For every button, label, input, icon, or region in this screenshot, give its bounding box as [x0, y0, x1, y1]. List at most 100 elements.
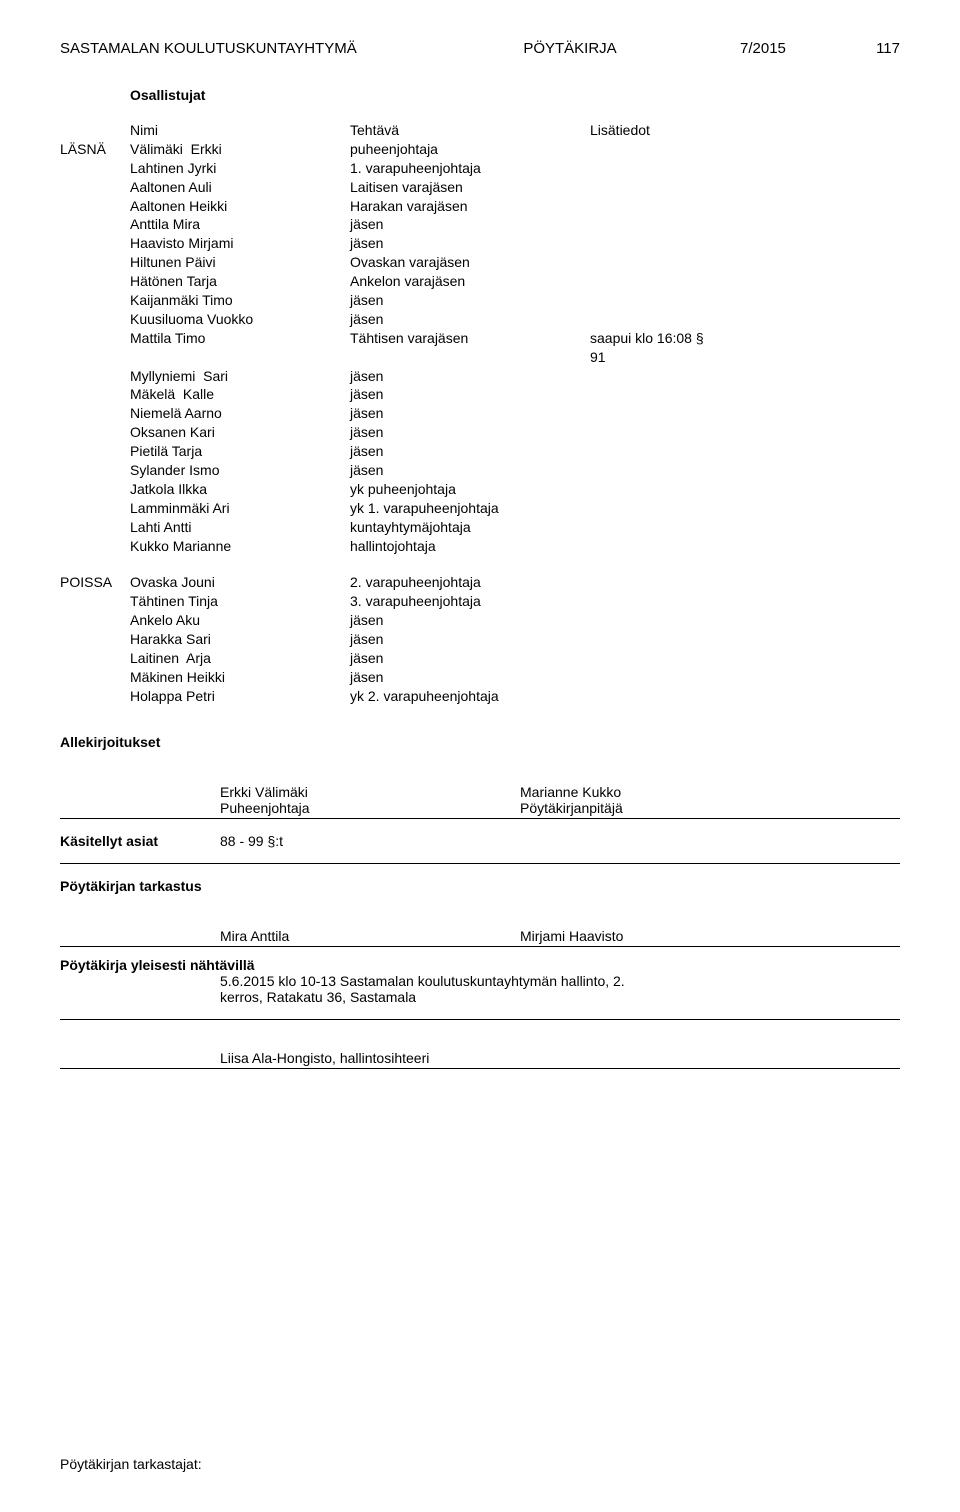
participant-role: jäsen	[350, 668, 590, 687]
participant-name: Holappa Petri	[130, 687, 350, 706]
participant-role: yk 1. varapuheenjohtaja	[350, 499, 590, 518]
participant-name: Jatkola Ilkka	[130, 480, 350, 499]
participant-name: Kaijanmäki Timo	[130, 291, 350, 310]
participant-extra	[590, 291, 900, 310]
sig-right-role: Pöytäkirjanpitäjä	[520, 800, 900, 816]
participants-title: Osallistujat	[60, 87, 900, 103]
participant-role: jäsen	[350, 385, 590, 404]
participant-extra: 91	[590, 348, 900, 367]
participant-extra	[590, 518, 900, 537]
participant-name: Lahtinen Jyrki	[130, 159, 350, 178]
participant-extra	[590, 310, 900, 329]
public-display-line2: kerros, Ratakatu 36, Sastamala	[220, 989, 900, 1005]
col-header-role: Tehtävä	[350, 121, 590, 140]
header-org: SASTAMALAN KOULUTUSKUNTAYHTYMÄ	[60, 40, 400, 57]
header-doc-number: 7/2015	[740, 40, 860, 57]
participant-name: Hiltunen Päivi	[130, 253, 350, 272]
participant-name: Kuusiluoma Vuokko	[130, 310, 350, 329]
header-page-number: 117	[860, 40, 900, 57]
participant-name: Laitinen Arja	[130, 649, 350, 668]
participant-name: Ovaska Jouni	[130, 573, 350, 592]
footer-note: Pöytäkirjan tarkastajat:	[60, 1456, 202, 1472]
participant-name: Sylander Ismo	[130, 461, 350, 480]
participant-name: Välimäki Erkki	[130, 140, 350, 159]
divider	[60, 818, 900, 819]
participant-extra	[590, 385, 900, 404]
participant-role: yk puheenjohtaja	[350, 480, 590, 499]
participant-role: Ankelon varajäsen	[350, 272, 590, 291]
participant-extra	[590, 423, 900, 442]
divider	[60, 863, 900, 864]
handled-label: Käsitellyt asiat	[60, 833, 158, 849]
inspection-left: Mira Anttila	[220, 928, 520, 944]
participant-role: Laitisen varajäsen	[350, 178, 590, 197]
participant-name: Haavisto Mirjami	[130, 234, 350, 253]
signatures-label: Allekirjoitukset	[60, 734, 900, 750]
handled-value: 88 - 99 §:t	[220, 833, 520, 849]
secretary-line: Liisa Ala-Hongisto, hallintosihteeri	[60, 1050, 900, 1066]
col-header-extra: Lisätiedot	[590, 121, 900, 140]
participant-extra	[590, 159, 900, 178]
participant-name: Lahti Antti	[130, 518, 350, 537]
public-display-line1: 5.6.2015 klo 10-13 Sastamalan koulutusku…	[220, 973, 900, 989]
participant-extra	[590, 140, 900, 159]
participant-extra	[590, 592, 900, 611]
absent-status-label: POISSA	[60, 573, 130, 592]
present-status-label: LÄSNÄ	[60, 140, 130, 159]
participant-role: jäsen	[350, 215, 590, 234]
participant-extra	[590, 461, 900, 480]
participant-role: Tähtisen varajäsen	[350, 329, 590, 348]
participant-extra	[590, 234, 900, 253]
participant-role: jäsen	[350, 611, 590, 630]
divider	[60, 946, 900, 947]
participant-extra	[590, 197, 900, 216]
document-header: SASTAMALAN KOULUTUSKUNTAYHTYMÄ PÖYTÄKIRJ…	[60, 40, 900, 57]
participant-name: Niemelä Aarno	[130, 404, 350, 423]
participant-name: Mattila Timo	[130, 329, 350, 348]
participant-role: hallintojohtaja	[350, 537, 590, 556]
participant-name: Lamminmäki Ari	[130, 499, 350, 518]
sig-right-name: Marianne Kukko	[520, 784, 900, 800]
participant-role: jäsen	[350, 461, 590, 480]
participant-extra	[590, 367, 900, 386]
participant-role: puheenjohtaja	[350, 140, 590, 159]
divider	[60, 1068, 900, 1069]
participant-role: 3. varapuheenjohtaja	[350, 592, 590, 611]
participant-extra	[590, 649, 900, 668]
participant-extra	[590, 573, 900, 592]
participant-name: Mäkinen Heikki	[130, 668, 350, 687]
participant-role	[350, 348, 590, 367]
participant-name: Mäkelä Kalle	[130, 385, 350, 404]
participant-role: jäsen	[350, 404, 590, 423]
participant-name: Ankelo Aku	[130, 611, 350, 630]
participant-role: 2. varapuheenjohtaja	[350, 573, 590, 592]
participant-name: Myllyniemi Sari	[130, 367, 350, 386]
participant-extra	[590, 178, 900, 197]
participant-extra	[590, 537, 900, 556]
participant-name: Anttila Mira	[130, 215, 350, 234]
divider	[60, 1019, 900, 1020]
participant-extra	[590, 687, 900, 706]
col-header-name: Nimi	[130, 121, 350, 140]
participant-role: jäsen	[350, 442, 590, 461]
participant-role: yk 2. varapuheenjohtaja	[350, 687, 590, 706]
participant-extra	[590, 404, 900, 423]
participant-name: Aaltonen Heikki	[130, 197, 350, 216]
participant-extra	[590, 272, 900, 291]
participant-role: jäsen	[350, 367, 590, 386]
sig-left-role: Puheenjohtaja	[220, 800, 520, 816]
participant-role: jäsen	[350, 649, 590, 668]
participant-role: Ovaskan varajäsen	[350, 253, 590, 272]
participant-name: Pietilä Tarja	[130, 442, 350, 461]
participant-extra	[590, 480, 900, 499]
header-doc-type: PÖYTÄKIRJA	[523, 40, 616, 57]
participant-extra	[590, 668, 900, 687]
inspection-label: Pöytäkirjan tarkastus	[60, 878, 900, 894]
participant-extra	[590, 630, 900, 649]
participant-role: 1. varapuheenjohtaja	[350, 159, 590, 178]
participant-extra	[590, 215, 900, 234]
participant-role: jäsen	[350, 310, 590, 329]
participant-name: Aaltonen Auli	[130, 178, 350, 197]
participant-name: Kukko Marianne	[130, 537, 350, 556]
present-block: LÄSNÄ Nimi Välimäki ErkkiLahtinen JyrkiA…	[60, 121, 900, 555]
